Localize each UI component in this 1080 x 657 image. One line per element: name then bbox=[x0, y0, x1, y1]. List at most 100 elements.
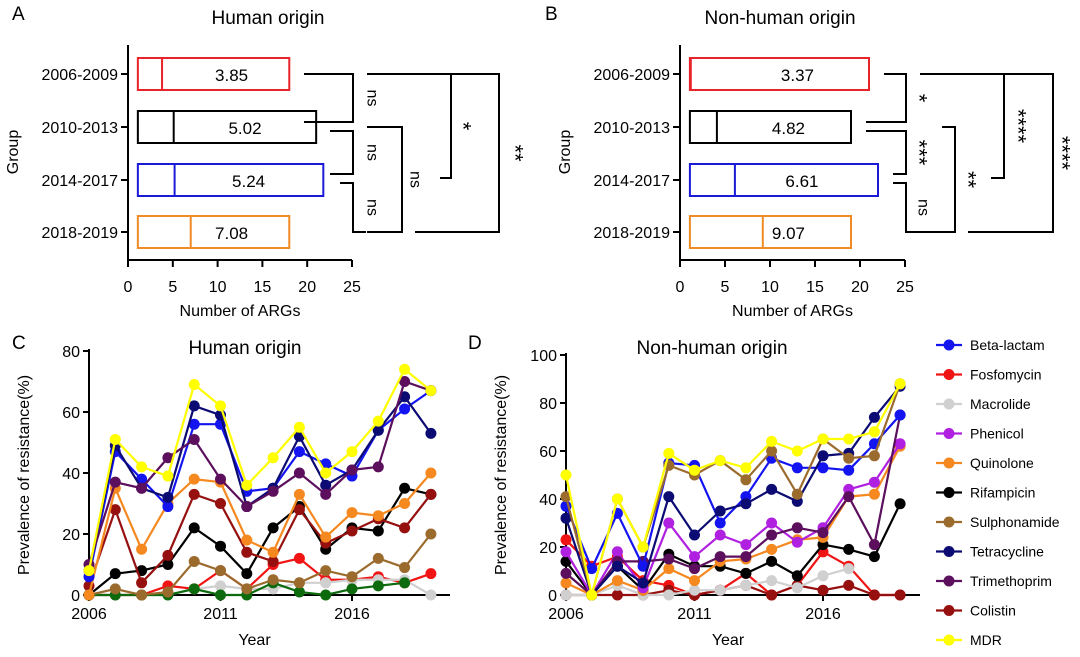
data-point-rifampicin-2014 bbox=[766, 555, 778, 567]
data-point-trimethoprim-2017 bbox=[843, 491, 855, 503]
box-value-label: 5.24 bbox=[232, 172, 265, 191]
legend-marker bbox=[943, 634, 955, 646]
data-point-trimethoprim-2007 bbox=[109, 476, 121, 488]
data-point-colistin-2013 bbox=[267, 555, 279, 567]
data-point-mdr-2010 bbox=[188, 379, 200, 391]
x-tick-label: 25 bbox=[896, 279, 914, 296]
data-point-tetracycline-2016 bbox=[817, 450, 829, 462]
panel-title: Human origin bbox=[189, 338, 302, 359]
x-tick-label: 2011 bbox=[677, 606, 712, 623]
data-point-colistin-2007 bbox=[109, 504, 121, 516]
data-point-rifampicin-2018 bbox=[399, 482, 411, 494]
data-point-trimethoprim-2009 bbox=[162, 452, 174, 464]
y-axis-label: Group bbox=[5, 130, 22, 175]
data-point-trimethoprim-2011 bbox=[215, 473, 226, 485]
box-value-label: 7.08 bbox=[215, 224, 248, 243]
data-point-unlabeled-2014 bbox=[293, 586, 305, 598]
data-point-tetracycline-2010 bbox=[663, 491, 675, 503]
data-point-quinolone-2012 bbox=[241, 534, 253, 546]
data-point-beta-lactam-2009 bbox=[162, 501, 174, 513]
data-point-sulphonamide-2014 bbox=[293, 577, 305, 589]
significance-label: ** bbox=[956, 171, 981, 189]
panel-letter-a: A bbox=[12, 4, 25, 25]
legend-marker bbox=[943, 398, 955, 410]
data-point-macrolide-2015 bbox=[320, 577, 332, 589]
panel-title: Human origin bbox=[212, 8, 325, 29]
data-point-colistin-2008 bbox=[136, 577, 148, 589]
data-point-colistin-2017 bbox=[843, 579, 855, 591]
legend-item-beta-lactam: Beta-lactam bbox=[936, 337, 1045, 353]
legend-item-trimethoprim: Trimethoprim bbox=[936, 573, 1052, 589]
y-tick-label: 80 bbox=[62, 344, 80, 361]
data-point-trimethoprim-2016 bbox=[817, 527, 829, 539]
data-point-trimethoprim-2013 bbox=[267, 485, 279, 497]
data-point-sulphonamide-2010 bbox=[188, 555, 200, 567]
data-point-beta-lactam-2014 bbox=[293, 446, 305, 458]
panel-title: Non-human origin bbox=[636, 338, 787, 359]
data-point-quinolone-2011 bbox=[689, 575, 700, 587]
box-2014-2017 bbox=[136, 163, 325, 197]
data-point-sulphonamide-2012 bbox=[241, 583, 253, 595]
data-point-mdr-2017 bbox=[372, 415, 384, 427]
data-point-unlabeled-2010 bbox=[188, 583, 200, 595]
data-point-mdr-2012 bbox=[714, 455, 726, 467]
x-tick-label: 5 bbox=[721, 279, 730, 296]
data-point-quinolone-2016 bbox=[346, 507, 358, 519]
data-point-phenicol-2008 bbox=[611, 546, 623, 558]
significance-label: * bbox=[907, 94, 932, 103]
legend-marker bbox=[943, 339, 955, 351]
legend-label: Rifampicin bbox=[970, 485, 1035, 501]
data-point-trimethoprim-2012 bbox=[714, 551, 726, 563]
significance-label: **** bbox=[1050, 136, 1075, 171]
x-tick-label: 2011 bbox=[203, 606, 238, 623]
data-point-beta-lactam-2016 bbox=[817, 462, 829, 474]
data-point-mdr-2011 bbox=[215, 400, 226, 412]
y-tick-label: 20 bbox=[62, 527, 80, 544]
x-tick-label: 15 bbox=[806, 279, 824, 296]
x-tick-label: 0 bbox=[124, 279, 133, 296]
data-point-quinolone-2019 bbox=[425, 467, 437, 479]
data-point-phenicol-2012 bbox=[714, 529, 726, 541]
data-point-phenicol-2013 bbox=[740, 539, 752, 551]
data-point-fosfomycin-2019 bbox=[425, 568, 437, 580]
y-tick-label: 40 bbox=[62, 466, 80, 483]
significance-bracket bbox=[866, 130, 907, 175]
significance-bracket bbox=[304, 73, 354, 123]
box-value-label: 4.82 bbox=[772, 119, 805, 138]
data-point-beta-lactam-2015 bbox=[791, 462, 803, 474]
series-colistin bbox=[83, 488, 437, 592]
box-value-label: 3.85 bbox=[215, 66, 248, 85]
significance-bracket bbox=[893, 182, 920, 233]
legend-marker bbox=[943, 369, 955, 380]
data-point-rifampicin-2012 bbox=[241, 568, 253, 580]
data-point-macrolide-2010 bbox=[663, 589, 675, 601]
y-tick-label: 0 bbox=[71, 588, 80, 605]
data-point-sulphonamide-2011 bbox=[215, 565, 226, 577]
significance-bracket bbox=[340, 182, 366, 233]
significance-bracket bbox=[920, 73, 1005, 179]
data-point-mdr-2014 bbox=[293, 421, 305, 433]
group-label: 2014-2017 bbox=[41, 173, 118, 190]
data-point-trimethoprim-2012 bbox=[241, 501, 253, 513]
data-point-macrolide-2017 bbox=[843, 563, 855, 575]
data-point-mdr-2016 bbox=[346, 446, 358, 458]
data-point-beta-lactam-2017 bbox=[843, 464, 855, 476]
series-mdr bbox=[83, 363, 437, 577]
data-point-mdr-2008 bbox=[136, 461, 148, 473]
data-point-trimethoprim-2008 bbox=[136, 482, 148, 494]
data-point-sulphonamide-2014 bbox=[766, 445, 778, 457]
series-sulphonamide bbox=[83, 528, 437, 601]
group-label: 2006-2009 bbox=[593, 67, 670, 84]
data-point-mdr-2012 bbox=[241, 479, 253, 491]
data-point-macrolide-2019 bbox=[425, 589, 437, 601]
group-label: 2014-2017 bbox=[593, 173, 670, 190]
data-point-colistin-2014 bbox=[766, 589, 778, 601]
data-point-mdr-2006 bbox=[83, 565, 95, 577]
significance-bracket bbox=[367, 126, 403, 233]
legend-item-macrolide: Macrolide bbox=[936, 396, 1031, 412]
x-tick-label: 2016 bbox=[334, 606, 370, 623]
data-point-tetracycline-2009 bbox=[162, 491, 174, 503]
panel-letter-b: B bbox=[545, 4, 558, 25]
legend-label: Tetracycline bbox=[970, 544, 1044, 560]
